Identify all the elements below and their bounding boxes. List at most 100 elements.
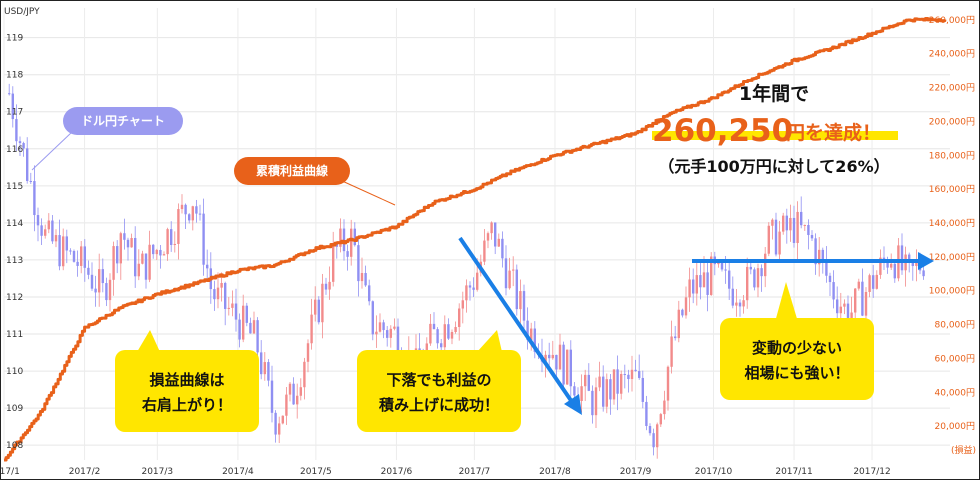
candle (501, 231, 504, 268)
candle-body (861, 281, 864, 316)
candle-body (87, 267, 90, 275)
downtrend-arrow (458, 236, 582, 415)
candle (623, 364, 626, 389)
candle (69, 248, 72, 255)
candle (580, 374, 583, 413)
candle (94, 275, 97, 307)
candle (43, 224, 47, 239)
candle (299, 378, 302, 401)
candle (151, 243, 155, 259)
candle-body (871, 275, 875, 289)
candle (789, 204, 792, 242)
candle-body (65, 236, 68, 251)
candle-body (598, 376, 601, 388)
right-axis-ticks: 20,000円 40,000円 60,000円 80,000円 100,000円 120,… (929, 15, 975, 432)
candle (36, 207, 40, 242)
candle (317, 296, 320, 325)
candle-body (519, 291, 522, 310)
candle-body (706, 272, 709, 295)
left-tick-label: 111 (6, 330, 23, 340)
candle-body (238, 319, 241, 340)
candle-body (130, 237, 133, 248)
candle-body (97, 269, 101, 293)
right-tick-label: 100,000円 (929, 286, 975, 297)
candle-body (159, 249, 162, 256)
candle-body (828, 275, 832, 283)
candle-body (151, 244, 155, 255)
candle-body (349, 228, 353, 257)
candle-body (465, 285, 468, 301)
candle (763, 246, 767, 288)
candle (688, 267, 691, 312)
candle (101, 258, 104, 293)
candle-body (270, 380, 274, 413)
candle (292, 377, 295, 405)
candle (393, 318, 396, 331)
candle (382, 319, 385, 339)
left-tick-label: 113 (6, 256, 23, 266)
candle (364, 265, 367, 287)
candle (727, 261, 731, 300)
candle-body (627, 374, 630, 380)
candle-body (915, 261, 918, 267)
candle-body (684, 297, 688, 316)
candle-body (439, 343, 443, 348)
candle (843, 299, 846, 315)
x-tick-label: 2017/3 (141, 467, 173, 477)
candle-body (875, 274, 878, 289)
candle (529, 322, 533, 351)
candle (25, 137, 29, 184)
candle-body (101, 269, 104, 284)
candle-body (288, 383, 292, 395)
candle (832, 270, 835, 309)
candle (123, 218, 126, 250)
candle (915, 249, 918, 282)
candle-body (378, 322, 382, 332)
candle-body (817, 249, 821, 265)
candle (558, 333, 562, 370)
candle-body (688, 279, 691, 298)
candle-body (789, 217, 792, 231)
candle-body (857, 281, 860, 289)
candle (634, 359, 637, 372)
candle-body (753, 269, 756, 288)
candle-body (616, 369, 619, 394)
candle (785, 208, 788, 244)
candle (483, 229, 486, 266)
candle-body (774, 219, 778, 255)
candle (349, 219, 353, 266)
candle-body (522, 291, 526, 321)
candle (184, 203, 187, 229)
profit-curve-pill: 累積利益曲線 (234, 157, 396, 206)
candle (263, 352, 266, 381)
candle-body (702, 272, 706, 288)
candle-body (58, 235, 61, 267)
candle-body (501, 238, 504, 259)
candle-body (241, 305, 245, 340)
candle (504, 245, 508, 296)
candle (709, 252, 713, 296)
candle-body (393, 326, 396, 329)
candle-body (454, 327, 457, 333)
candle (594, 377, 598, 429)
candle (166, 227, 169, 261)
candle (310, 298, 313, 350)
candle (803, 224, 806, 231)
candle (367, 279, 371, 306)
candle-body (292, 383, 295, 405)
candle (115, 240, 119, 274)
candle (144, 253, 148, 289)
candle-body (565, 349, 569, 385)
candle-body (533, 328, 536, 352)
candle-body (558, 344, 562, 370)
candle (346, 244, 349, 271)
candle (259, 340, 263, 380)
candle (461, 291, 464, 324)
candle-body (220, 282, 223, 288)
candle (450, 329, 454, 345)
candle-body (61, 236, 65, 267)
candle-body (547, 354, 551, 359)
candle (749, 261, 752, 275)
candle-body (360, 273, 364, 282)
candle (61, 228, 65, 271)
